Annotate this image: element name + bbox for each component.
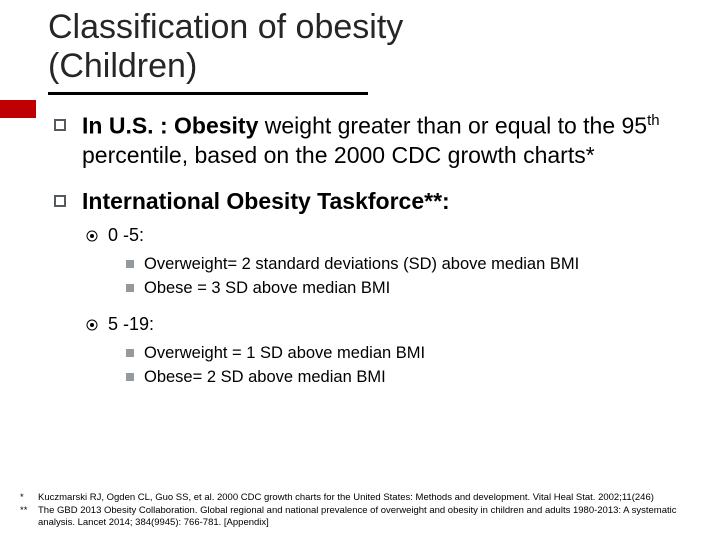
content-area: In U.S. : Obesity weight greater than or… bbox=[0, 95, 720, 389]
bullet-text: International Obesity Taskforce**: bbox=[82, 187, 450, 216]
footnotes: * Kuczmarski RJ, Ogden CL, Guo SS, et al… bbox=[20, 492, 700, 530]
bullet-text: 5 -19: bbox=[108, 313, 154, 336]
bullet-superscript: th bbox=[647, 112, 659, 129]
bullet-bold-lead: International Obesity Taskforce**: bbox=[82, 188, 450, 214]
square-fill-bullet-icon bbox=[126, 373, 134, 381]
bullet-lvl2: 5 -19: bbox=[86, 313, 680, 336]
title-block: Classification of obesity (Children) bbox=[0, 0, 720, 95]
bullet-lvl1: In U.S. : Obesity weight greater than or… bbox=[54, 111, 680, 171]
bullet-lvl3: Overweight= 2 standard deviations (SD) a… bbox=[126, 254, 680, 275]
bullet-bold-lead: In U.S. : Obesity bbox=[82, 113, 258, 139]
bullet-lvl3: Obese= 2 SD above median BMI bbox=[126, 367, 680, 388]
bullet-text: In U.S. : Obesity weight greater than or… bbox=[82, 111, 680, 171]
slide-title-line2: (Children) bbox=[48, 47, 720, 86]
bullet-text: Obese= 2 SD above median BMI bbox=[144, 367, 386, 388]
footnote-text: The GBD 2013 Obesity Collaboration. Glob… bbox=[38, 505, 700, 529]
footnote-row: ** The GBD 2013 Obesity Collaboration. G… bbox=[20, 505, 700, 529]
bullet-lvl1: International Obesity Taskforce**: bbox=[54, 187, 680, 216]
target-bullet-icon bbox=[86, 230, 98, 242]
square-fill-bullet-icon bbox=[126, 349, 134, 357]
footnote-mark: * bbox=[20, 492, 38, 504]
slide-title-line1: Classification of obesity bbox=[48, 8, 720, 47]
bullet-rest-post: percentile, based on the 2000 CDC growth… bbox=[82, 142, 595, 168]
footnote-mark: ** bbox=[20, 505, 38, 529]
square-fill-bullet-icon bbox=[126, 260, 134, 268]
bullet-rest-pre: weight greater than or equal to the 95 bbox=[258, 113, 647, 139]
bullet-text: 0 -5: bbox=[108, 224, 144, 247]
bullet-lvl3: Obese = 3 SD above median BMI bbox=[126, 278, 680, 299]
bullet-text: Obese = 3 SD above median BMI bbox=[144, 278, 390, 299]
bullet-text: Overweight = 1 SD above median BMI bbox=[144, 343, 425, 364]
bullet-lvl2: 0 -5: bbox=[86, 224, 680, 247]
bullet-lvl3: Overweight = 1 SD above median BMI bbox=[126, 343, 680, 364]
square-fill-bullet-icon bbox=[126, 284, 134, 292]
square-outline-bullet-icon bbox=[54, 195, 66, 207]
bullet-text: Overweight= 2 standard deviations (SD) a… bbox=[144, 254, 579, 275]
accent-bar bbox=[0, 100, 36, 118]
target-bullet-icon bbox=[86, 319, 98, 331]
footnote-text: Kuczmarski RJ, Ogden CL, Guo SS, et al. … bbox=[38, 492, 700, 504]
square-outline-bullet-icon bbox=[54, 119, 66, 131]
footnote-row: * Kuczmarski RJ, Ogden CL, Guo SS, et al… bbox=[20, 492, 700, 504]
